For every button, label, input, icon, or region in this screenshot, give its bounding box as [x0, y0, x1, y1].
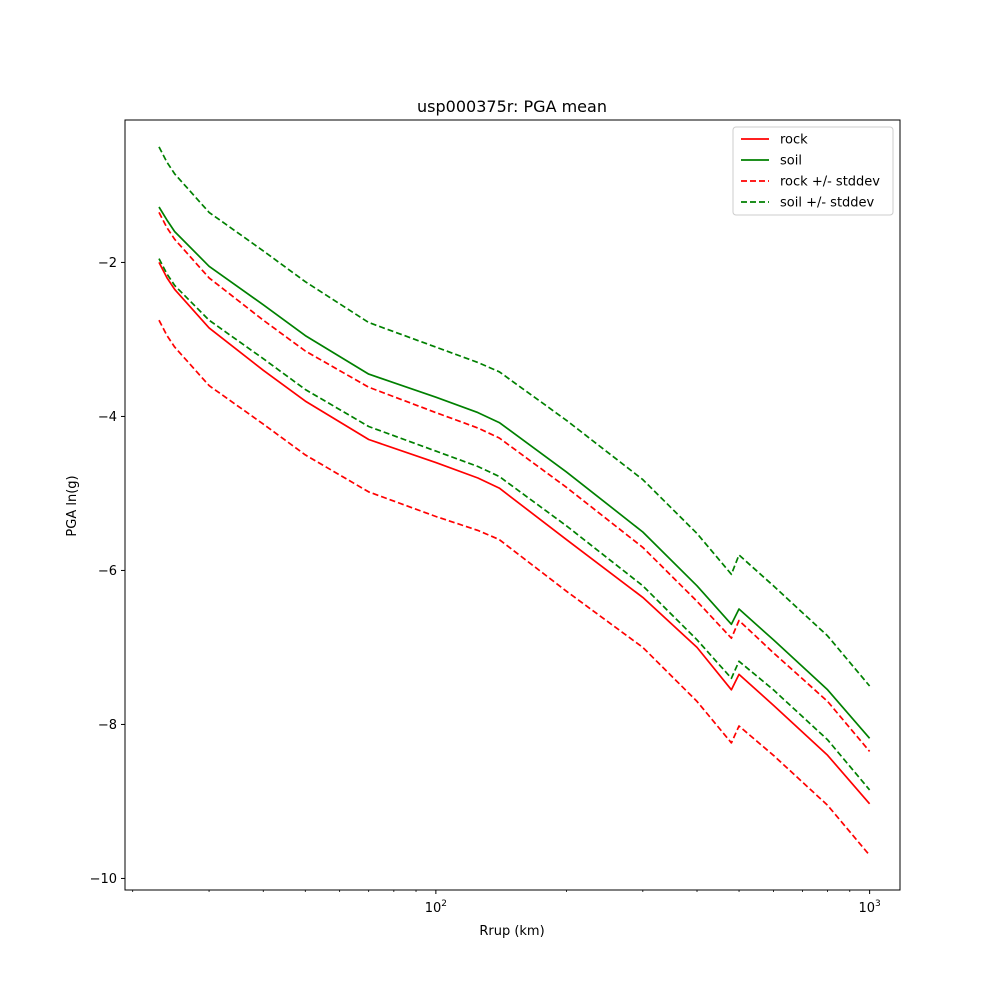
x-tick-label-exponent: 2	[441, 899, 447, 909]
legend-label-2: rock +/- stddev	[780, 175, 880, 190]
series-line-3	[158, 319, 871, 856]
x-tick-label-base: 10	[425, 901, 442, 916]
x-tick-label: 102	[425, 899, 447, 916]
series-line-5	[158, 258, 871, 791]
x-tick-label: 103	[858, 899, 880, 916]
y-tick-label: −8	[98, 718, 117, 733]
y-tick-label: −2	[98, 256, 117, 271]
legend-label-3: soil +/- stddev	[780, 196, 875, 211]
legend-label-1: soil	[780, 154, 802, 169]
y-tick-label: −4	[98, 410, 117, 425]
series-line-1	[158, 206, 871, 739]
y-axis-label: PGA ln(g)	[65, 475, 80, 536]
x-tick-label-exponent: 3	[875, 899, 881, 909]
legend-box	[732, 126, 894, 216]
x-tick-label-base: 10	[858, 901, 875, 916]
legend-label-0: rock	[780, 133, 808, 148]
series-line-2	[158, 212, 871, 752]
series-line-0	[158, 262, 871, 805]
y-tick-label: −10	[90, 872, 117, 887]
series-line-4	[158, 146, 871, 687]
axes-frame	[124, 119, 901, 891]
x-axis-label: Rrup (km)	[479, 924, 544, 939]
chart-title: usp000375r: PGA mean	[417, 97, 607, 116]
y-tick-label: −6	[98, 564, 117, 579]
legend: rock soil rock +/- stddev soil +/- stddev	[732, 126, 894, 216]
